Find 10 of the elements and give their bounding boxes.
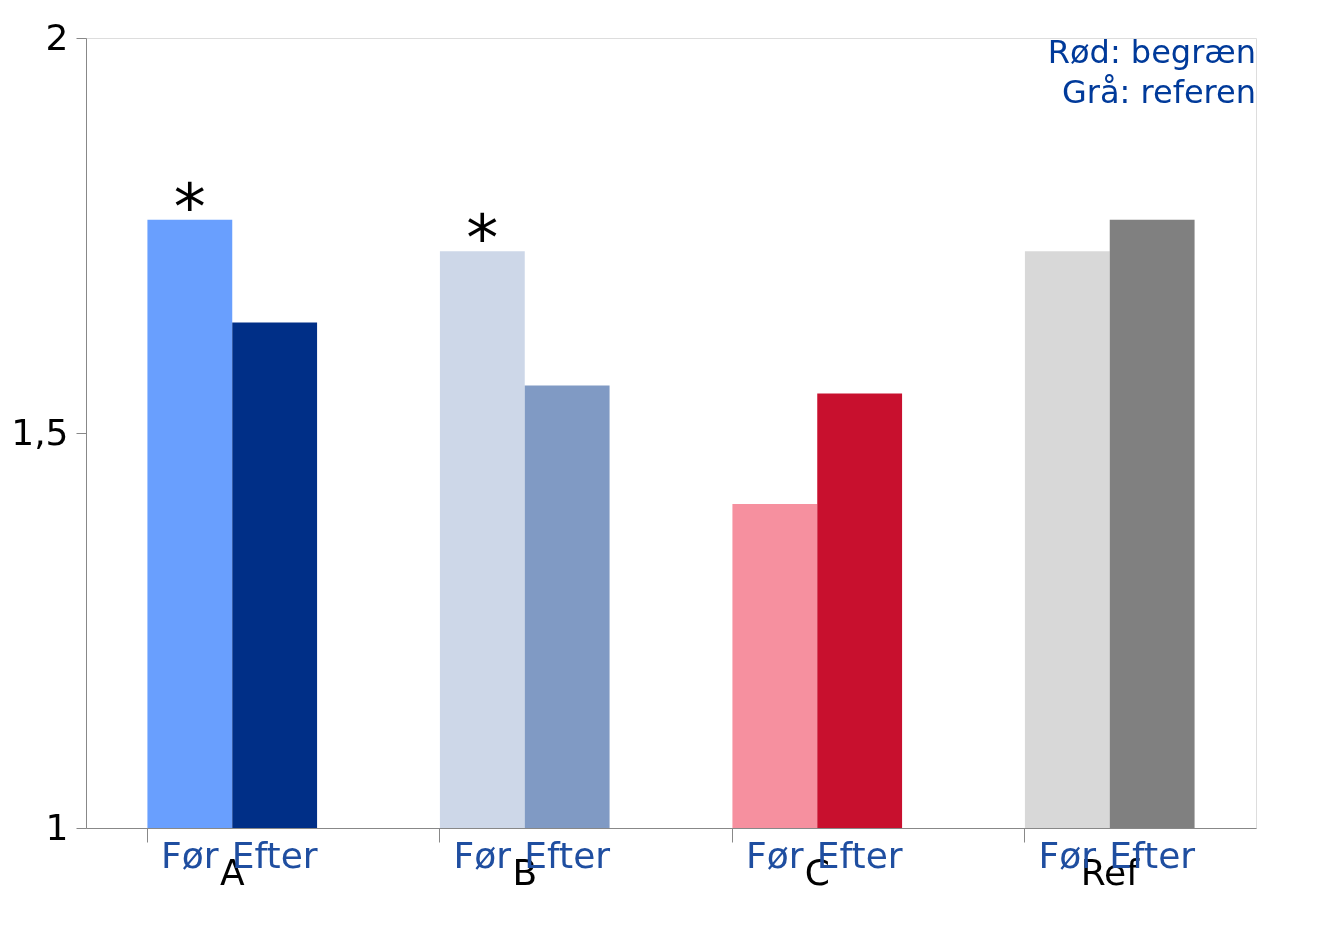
y-tick-label: 1: [45, 806, 69, 848]
annotation: *: [173, 169, 206, 244]
text: Før: [453, 835, 512, 876]
text: Før: [746, 835, 804, 876]
annotation: Grå: referen: [1061, 73, 1256, 111]
annotation: *: [466, 201, 499, 276]
series-label: Før: [161, 835, 219, 876]
y-tick-label: 1,5: [11, 411, 69, 453]
annotation: Rød: begræn: [1047, 33, 1256, 71]
y-tick-label: 2: [45, 16, 69, 58]
